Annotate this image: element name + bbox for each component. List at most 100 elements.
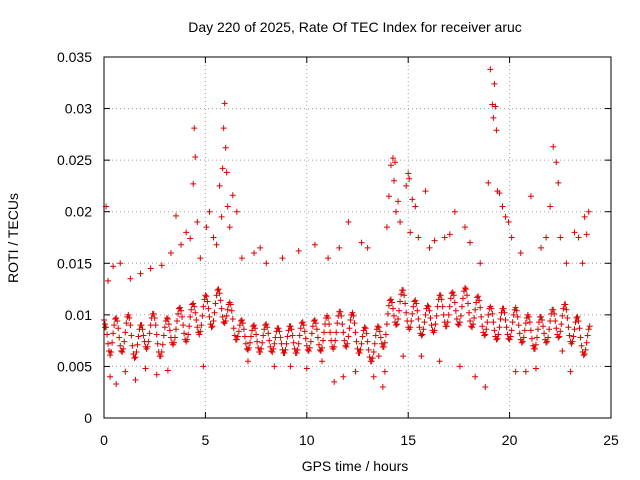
data-point <box>315 341 322 348</box>
data-point <box>191 303 198 310</box>
data-point <box>398 291 405 298</box>
data-point <box>512 304 519 311</box>
data-point <box>416 324 423 331</box>
data-point <box>171 334 178 341</box>
data-point <box>550 306 557 313</box>
data-point <box>254 338 261 345</box>
data-point <box>444 319 451 326</box>
data-point <box>516 330 523 337</box>
data-point <box>211 309 218 316</box>
data-point <box>159 341 166 348</box>
data-point <box>469 324 476 331</box>
data-point <box>541 330 548 337</box>
data-point <box>406 175 413 182</box>
data-point <box>490 319 497 326</box>
data-point <box>384 310 391 317</box>
data-point <box>424 302 431 309</box>
data-point <box>279 255 286 262</box>
data-point <box>295 340 302 347</box>
y-tick-label: 0.025 <box>57 152 92 168</box>
data-point <box>229 192 236 199</box>
data-point <box>543 339 550 346</box>
data-point <box>547 203 554 210</box>
data-point <box>123 320 130 327</box>
data-point <box>179 313 186 320</box>
data-point <box>491 80 498 87</box>
data-point <box>519 338 526 345</box>
data-point <box>229 315 236 322</box>
data-point <box>538 313 545 320</box>
data-point <box>172 326 179 333</box>
data-point <box>320 337 327 344</box>
data-point <box>204 298 211 305</box>
data-point <box>178 307 185 314</box>
data-point <box>388 299 395 306</box>
data-point <box>191 125 198 132</box>
data-point <box>392 159 399 166</box>
data-point <box>252 325 259 332</box>
data-point <box>233 336 240 343</box>
data-point <box>475 293 482 300</box>
data-point <box>218 305 225 312</box>
data-point <box>559 347 566 354</box>
data-point <box>122 368 129 375</box>
data-point <box>457 312 464 319</box>
grid-lines <box>104 57 611 418</box>
data-point <box>502 317 509 324</box>
data-point <box>341 337 348 344</box>
data-point <box>495 331 502 338</box>
data-point <box>536 319 543 326</box>
data-point <box>364 338 371 345</box>
data-point <box>447 295 454 302</box>
data-point <box>383 224 390 231</box>
data-point <box>135 333 142 340</box>
data-point <box>197 328 204 335</box>
data-point <box>261 326 268 333</box>
data-point <box>557 234 564 241</box>
data-point <box>489 101 496 108</box>
data-point <box>192 309 199 316</box>
data-point <box>216 290 223 297</box>
data-point <box>180 322 187 329</box>
data-point <box>107 352 114 359</box>
data-point <box>572 319 579 326</box>
data-point <box>223 169 230 176</box>
y-tick-label: 0.01 <box>65 307 92 323</box>
data-point <box>113 314 120 321</box>
data-point <box>234 333 241 340</box>
data-point <box>583 231 590 238</box>
x-tick-label: 25 <box>603 432 619 448</box>
data-point <box>251 249 258 256</box>
data-point <box>569 338 576 345</box>
data-point <box>319 344 326 351</box>
data-point <box>437 292 444 299</box>
data-point <box>115 325 122 332</box>
data-point <box>247 339 254 346</box>
data-point <box>505 219 512 226</box>
data-point <box>363 330 370 337</box>
data-point <box>150 310 157 317</box>
data-point <box>481 332 488 339</box>
data-point <box>212 300 219 307</box>
data-point <box>515 322 522 329</box>
data-point <box>466 309 473 316</box>
data-point <box>440 311 447 318</box>
data-point <box>283 340 290 347</box>
data-point <box>387 162 394 169</box>
data-point <box>333 329 340 336</box>
data-point <box>421 319 428 326</box>
data-point <box>532 365 539 372</box>
data-point <box>213 241 220 248</box>
data-point <box>461 224 468 231</box>
data-point <box>132 376 139 383</box>
data-point <box>472 306 479 313</box>
data-point <box>517 249 524 256</box>
data-point <box>539 317 546 324</box>
data-point <box>122 329 129 336</box>
data-point <box>314 334 321 341</box>
data-point <box>185 331 192 338</box>
data-point <box>567 368 574 375</box>
data-point <box>553 159 560 166</box>
data-point <box>160 332 167 339</box>
data-point <box>223 312 230 319</box>
